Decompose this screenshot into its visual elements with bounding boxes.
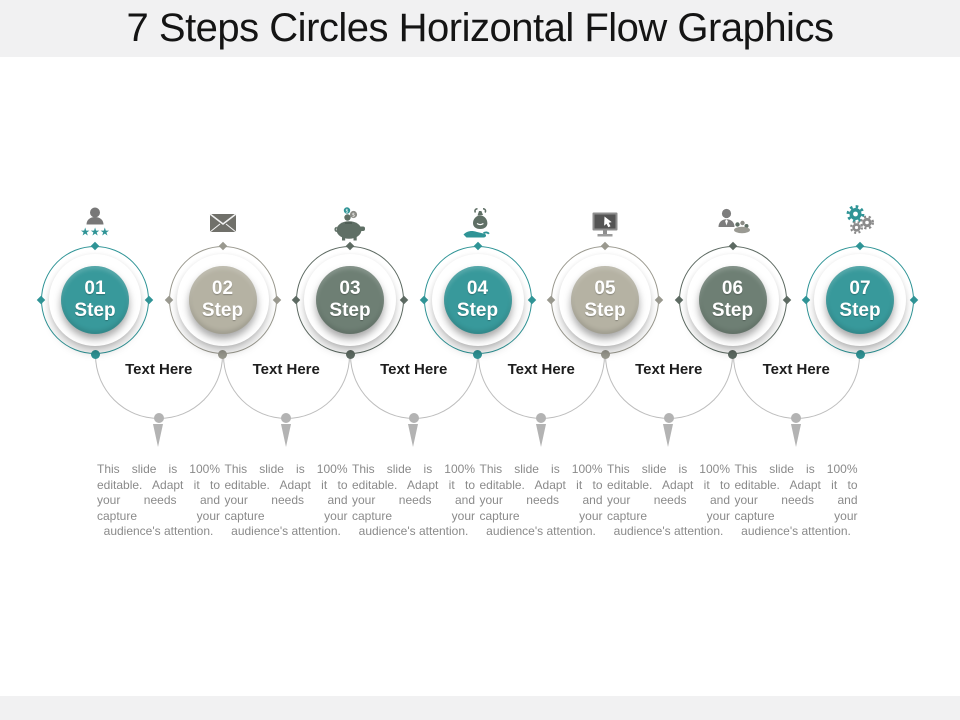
piggy-bank-icon: $ $ bbox=[330, 203, 370, 243]
down-arrow-icon bbox=[535, 424, 546, 447]
businessman-meeting-icon bbox=[713, 203, 753, 243]
down-arrow-icon bbox=[790, 424, 801, 447]
connector-dot bbox=[408, 413, 419, 423]
step-ring: 05 Step bbox=[546, 241, 664, 359]
step-number: 06 bbox=[721, 278, 744, 299]
step-label: Step bbox=[839, 300, 881, 321]
connector-dot bbox=[281, 413, 292, 423]
step-circle: 04 Step bbox=[431, 254, 524, 346]
step-number: 02 bbox=[211, 278, 234, 299]
step-circle: 07 Step bbox=[814, 254, 906, 346]
text-here-label: Text Here bbox=[635, 361, 703, 378]
text-here-label: Text Here bbox=[762, 361, 830, 378]
step-06: 06 Step bbox=[674, 203, 791, 359]
step-circle: 03 Step bbox=[304, 254, 396, 346]
svg-text:★★★: ★★★ bbox=[80, 226, 110, 239]
step-ring: 04 Step bbox=[419, 241, 536, 359]
step-04: 04 Step bbox=[419, 203, 536, 359]
svg-text:$: $ bbox=[352, 212, 355, 218]
svg-text:$: $ bbox=[345, 208, 348, 214]
title-bar: 7 Steps Circles Horizontal Flow Graphics bbox=[0, 0, 960, 57]
caption-text: This slide is 100% editable. Adapt it to… bbox=[352, 462, 475, 538]
step-ring: 06 Step bbox=[674, 241, 791, 359]
footer-band bbox=[0, 696, 960, 720]
person-with-stars-icon: ★★★ bbox=[75, 203, 115, 243]
connector-dot bbox=[536, 413, 547, 423]
step-number: 07 bbox=[849, 278, 871, 299]
caption-text: This slide is 100% editable. Adapt it to… bbox=[607, 462, 730, 538]
step-ring: 07 Step bbox=[801, 241, 919, 359]
text-here-label: Text Here bbox=[507, 361, 575, 378]
money-bag-hand-icon bbox=[458, 203, 498, 243]
text-here-label: Text Here bbox=[380, 361, 448, 378]
step-02: 02 Step bbox=[164, 203, 281, 359]
step-ring: 01 Step bbox=[36, 241, 154, 359]
down-arrow-icon bbox=[663, 424, 674, 447]
step-03: $ $ 03 Step bbox=[291, 203, 409, 359]
connector-dot bbox=[791, 413, 802, 423]
flow-graphic: Text Here This slide is 100% editable. A… bbox=[0, 57, 960, 696]
text-here-label: Text Here bbox=[125, 361, 193, 378]
gears-icon bbox=[840, 203, 880, 243]
monitor-cursor-icon bbox=[585, 203, 625, 243]
step-circle: 06 Step bbox=[686, 254, 779, 346]
step-ring: 03 Step bbox=[291, 241, 409, 359]
slide-title: 7 Steps Circles Horizontal Flow Graphics bbox=[126, 6, 834, 50]
step-number: 05 bbox=[594, 278, 616, 299]
connector-dot bbox=[663, 413, 674, 423]
step-number: 04 bbox=[466, 278, 489, 299]
step-label: Step bbox=[74, 300, 116, 321]
step-label: Step bbox=[201, 300, 244, 321]
caption-text: This slide is 100% editable. Adapt it to… bbox=[97, 462, 220, 538]
step-05: 05 Step bbox=[546, 203, 664, 359]
caption-text: This slide is 100% editable. Adapt it to… bbox=[224, 462, 348, 538]
step-ring: 02 Step bbox=[164, 241, 281, 359]
step-circle: 05 Step bbox=[559, 254, 651, 346]
step-circle: 01 Step bbox=[49, 254, 141, 346]
down-arrow-icon bbox=[280, 424, 291, 447]
down-arrow-icon bbox=[153, 424, 164, 447]
step-number: 01 bbox=[84, 278, 106, 299]
caption-text: This slide is 100% editable. Adapt it to… bbox=[734, 462, 858, 538]
connector-dot bbox=[153, 413, 164, 423]
step-label: Step bbox=[329, 300, 371, 321]
step-number: 03 bbox=[339, 278, 361, 299]
step-label: Step bbox=[456, 300, 499, 321]
step-label: Step bbox=[711, 300, 754, 321]
step-07: 07 Step bbox=[801, 203, 919, 359]
caption-text: This slide is 100% editable. Adapt it to… bbox=[479, 462, 603, 538]
step-01: ★★★ 01 Step bbox=[36, 203, 154, 359]
envelope-icon bbox=[203, 203, 243, 243]
step-label: Step bbox=[584, 300, 626, 321]
down-arrow-icon bbox=[408, 424, 419, 447]
text-here-label: Text Here bbox=[252, 361, 320, 378]
step-circle: 02 Step bbox=[176, 254, 269, 346]
